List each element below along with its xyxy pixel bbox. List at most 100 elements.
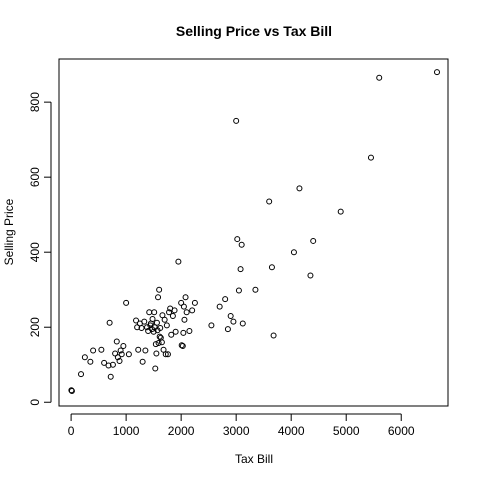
y-tick-label: 800	[28, 92, 42, 112]
y-axis-label: Selling Price	[2, 198, 16, 265]
data-point	[180, 303, 187, 310]
x-tick-label: 4000	[278, 424, 305, 438]
data-point	[175, 258, 182, 265]
x-axis-label: Tax Bill	[235, 452, 273, 466]
data-point	[235, 287, 242, 294]
data-point	[310, 237, 317, 244]
data-point	[172, 328, 179, 335]
data-point	[367, 154, 374, 161]
data-point	[233, 117, 240, 124]
data-point	[139, 358, 146, 365]
data-point	[290, 249, 297, 256]
data-point	[138, 324, 145, 331]
data-point	[191, 299, 198, 306]
data-point	[239, 320, 246, 327]
data-point	[142, 347, 149, 354]
data-point	[155, 339, 162, 346]
data-point	[183, 309, 190, 316]
data-point	[151, 309, 158, 316]
data-point	[90, 347, 97, 354]
data-point	[117, 347, 124, 354]
data-point	[152, 341, 159, 348]
data-point	[105, 362, 112, 369]
data-point	[162, 351, 169, 358]
data-points	[68, 69, 440, 394]
data-point	[153, 350, 160, 357]
data-point	[433, 69, 440, 76]
data-point	[234, 236, 241, 243]
data-point	[266, 198, 273, 205]
data-point	[180, 329, 187, 336]
data-point	[179, 342, 186, 349]
data-point	[107, 373, 114, 380]
data-point	[169, 312, 176, 319]
x-tick-label: 6000	[388, 424, 415, 438]
data-point	[178, 299, 185, 306]
data-point	[168, 331, 175, 338]
data-point	[157, 324, 164, 331]
data-point	[106, 319, 113, 326]
data-point	[230, 318, 237, 325]
data-point	[216, 303, 223, 310]
plot-frame	[58, 58, 449, 407]
data-point	[178, 342, 185, 349]
data-point	[164, 351, 171, 358]
chart-title: Selling Price vs Tax Bill	[176, 23, 332, 39]
data-point	[68, 387, 75, 394]
x-tick-label: 0	[68, 424, 75, 438]
data-point	[224, 326, 231, 333]
y-tick-label: 200	[28, 317, 42, 337]
data-point	[166, 309, 173, 316]
data-point	[141, 318, 148, 325]
data-point	[337, 208, 344, 215]
data-point	[182, 294, 189, 301]
data-point	[376, 74, 383, 81]
data-point	[135, 346, 142, 353]
data-point	[81, 354, 88, 361]
data-point	[296, 185, 303, 192]
data-point	[252, 286, 259, 293]
data-point	[113, 338, 120, 345]
data-point	[152, 365, 159, 372]
data-point	[116, 357, 123, 364]
data-point	[153, 319, 160, 326]
data-point	[163, 322, 170, 329]
data-point	[186, 327, 193, 334]
data-point	[270, 332, 277, 339]
data-point	[114, 354, 121, 361]
data-point	[238, 241, 245, 248]
data-point	[171, 307, 178, 314]
data-point	[181, 316, 188, 323]
data-point	[161, 316, 168, 323]
y-tick-label: 600	[28, 167, 42, 187]
data-point	[156, 286, 163, 293]
data-point	[98, 346, 105, 353]
data-point	[87, 358, 94, 365]
data-point	[134, 324, 141, 331]
y-tick-label: 400	[28, 242, 42, 262]
data-point	[144, 324, 151, 331]
data-point	[112, 350, 119, 357]
x-tick-label: 2000	[168, 424, 195, 438]
data-point	[155, 294, 162, 301]
data-point	[156, 333, 163, 340]
data-point	[123, 299, 130, 306]
data-point	[307, 272, 314, 279]
data-point	[78, 371, 85, 378]
data-point	[268, 264, 275, 271]
y-axis: 0 200 400 600 800	[28, 92, 52, 406]
data-point	[125, 351, 132, 358]
y-tick-label: 0	[28, 399, 42, 406]
data-point	[227, 312, 234, 319]
data-point	[109, 361, 116, 368]
data-point	[118, 351, 125, 358]
x-tick-label: 1000	[113, 424, 140, 438]
data-point	[146, 309, 153, 316]
data-point	[237, 266, 244, 273]
data-point	[208, 322, 215, 329]
x-tick-label: 3000	[223, 424, 250, 438]
data-point	[101, 359, 108, 366]
x-axis: 0 1000 2000 3000 4000 5000 6000	[68, 413, 415, 438]
